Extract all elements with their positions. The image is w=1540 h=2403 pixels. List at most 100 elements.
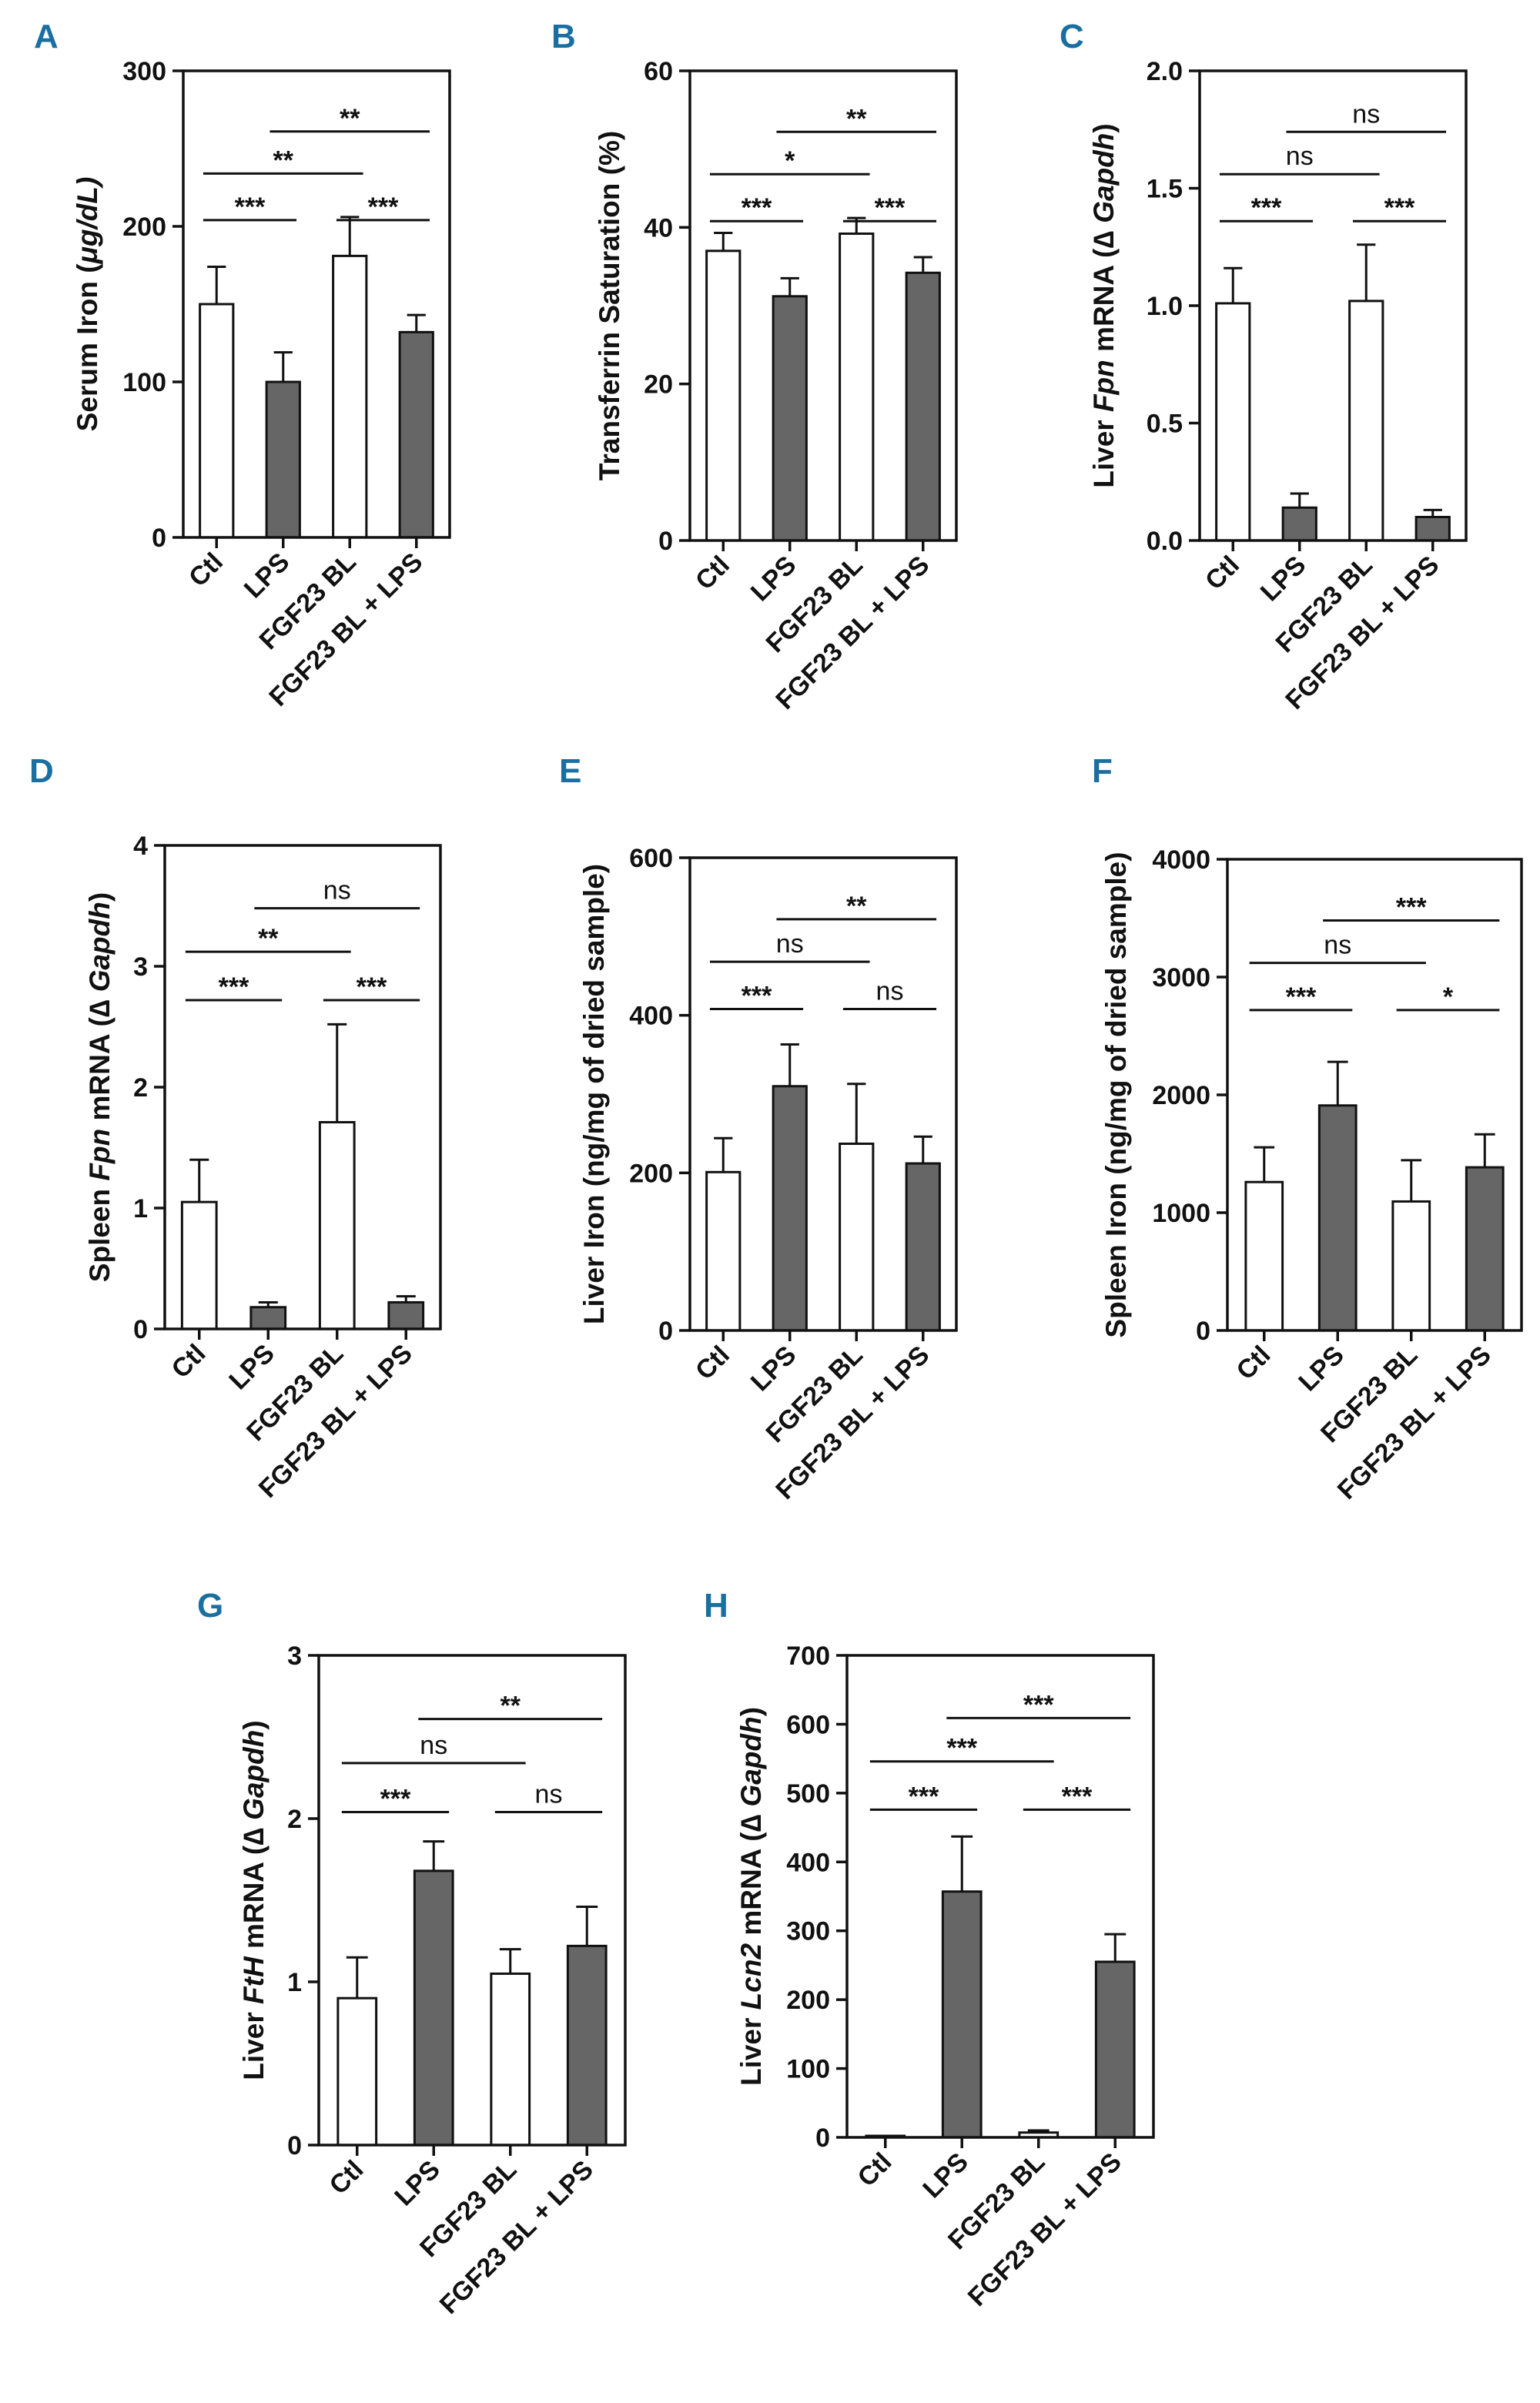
bar-fgf23-bl xyxy=(839,1142,875,1332)
y-axis-label-part: Liver Iron (ng/mg of dried sample) xyxy=(578,864,610,1324)
significance-label: ** xyxy=(846,892,867,921)
y-tick-label: 1.5 xyxy=(1147,175,1183,204)
y-axis-label: Transferrin Saturation (%) xyxy=(594,131,625,480)
bar-fgf23-bl-lps xyxy=(398,330,434,539)
y-tick-label: 0 xyxy=(133,1315,148,1344)
bar-fgf23-bl-lps xyxy=(1414,516,1451,542)
panel-letter: F xyxy=(1092,752,1113,790)
y-axis-label-part: Liver xyxy=(735,2010,767,2086)
y-tick-label: 3 xyxy=(287,1642,302,1671)
y-axis-label: Spleen Fpn mRNA (∆ Gapdh) xyxy=(84,892,116,1282)
y-axis-label-part: Gapdh xyxy=(84,902,116,992)
y-tick-label: 0 xyxy=(658,1317,673,1346)
bar-ctl xyxy=(705,249,742,542)
y-tick-label: 1 xyxy=(287,1968,302,1997)
significance-label: *** xyxy=(875,193,906,223)
y-tick-label: 0 xyxy=(1196,1317,1210,1346)
bar-fgf23-bl-lps xyxy=(1094,1960,1136,2139)
bar-fgf23-bl-lps xyxy=(905,271,941,542)
bar-lps xyxy=(413,1869,454,2147)
significance-label: * xyxy=(1443,982,1454,1012)
bar-fgf23-bl xyxy=(332,254,368,539)
y-tick-label: 20 xyxy=(644,370,673,400)
bar-fgf23-bl xyxy=(1348,300,1384,542)
panel-letter: G xyxy=(197,1587,223,1625)
significance-label: ns xyxy=(420,1731,447,1760)
y-axis-label-part: Lcn2 xyxy=(735,1943,767,2010)
y-tick-label: 40 xyxy=(644,213,673,243)
significance-label: *** xyxy=(1251,193,1282,223)
panel-letter: B xyxy=(551,18,576,55)
y-axis-label: Spleen Iron (ng/mg of dried sample) xyxy=(1100,852,1132,1337)
y-axis-label-part: μg/dL) xyxy=(72,177,103,265)
bar-ctl xyxy=(1244,1180,1284,1332)
y-tick-label: 700 xyxy=(786,1642,830,1671)
bar-lps xyxy=(1317,1104,1358,1332)
plot-frame xyxy=(688,856,958,1332)
y-axis-label: Liver Fpn mRNA (∆ Gapdh) xyxy=(1088,123,1120,488)
y-tick-label: 0.5 xyxy=(1147,410,1183,439)
significance-label: ns xyxy=(535,1780,563,1809)
y-axis-label-part: mRNA (∆ xyxy=(735,1806,767,1943)
bar-fgf23-bl-lps xyxy=(387,1300,425,1330)
y-tick-label: 1.0 xyxy=(1147,292,1183,321)
y-axis-label-part: Gapdh xyxy=(735,1716,767,1806)
significance-label: *** xyxy=(1286,982,1317,1012)
x-tick-label: LPS xyxy=(917,2147,974,2204)
y-axis-label-part: ) xyxy=(1088,123,1120,132)
significance-label: *** xyxy=(368,192,399,222)
significance-label: *** xyxy=(1384,193,1415,223)
y-axis-label: Serum Iron (μg/dL) xyxy=(72,177,103,432)
y-tick-label: 0 xyxy=(152,524,166,553)
y-axis-label-part: FtH xyxy=(238,1956,270,2004)
significance-label: *** xyxy=(1023,1690,1054,1719)
x-tick-label: LPS xyxy=(745,1340,802,1397)
bar-lps xyxy=(772,1085,808,1332)
y-tick-label: 600 xyxy=(786,1710,830,1739)
y-axis-label-part: Spleen xyxy=(84,1181,116,1283)
panel-letter: E xyxy=(559,752,581,790)
y-tick-label: 0 xyxy=(287,2131,302,2160)
x-tick-label: Ctl xyxy=(690,1340,735,1386)
y-axis-label-part: Fpn xyxy=(1088,360,1120,412)
bar-fgf23-bl xyxy=(1391,1200,1431,1332)
y-axis-label-part: Liver xyxy=(1088,412,1120,488)
significance-label: *** xyxy=(219,972,249,1002)
y-axis-label: Liver FtH mRNA (∆ Gapdh) xyxy=(238,1720,270,2080)
significance-label: *** xyxy=(742,193,772,223)
y-tick-label: 100 xyxy=(786,2055,830,2084)
x-tick-label: Ctl xyxy=(1200,551,1245,596)
bar-ctl xyxy=(199,303,235,539)
plot-frame xyxy=(845,1654,1155,2139)
x-tick-label: LPS xyxy=(239,547,296,604)
y-axis-label-part: Spleen Iron (ng/mg of dried sample) xyxy=(1100,852,1132,1337)
y-tick-label: 3000 xyxy=(1152,963,1210,992)
x-tick-label: Ctl xyxy=(852,2147,897,2193)
y-axis-label-part: mRNA (∆ xyxy=(84,992,116,1128)
y-tick-label: 4000 xyxy=(1152,845,1210,875)
x-tick-label: LPS xyxy=(745,551,802,607)
significance-label: ** xyxy=(258,924,279,953)
y-axis-label: Liver Lcn2 mRNA (∆ Gapdh) xyxy=(735,1707,767,2086)
bar-fgf23-bl xyxy=(839,232,875,542)
bar-fgf23-bl xyxy=(490,1972,531,2147)
significance-label: *** xyxy=(357,972,387,1002)
significance-label: *** xyxy=(235,192,266,222)
significance-label: *** xyxy=(946,1734,977,1763)
significance-label: *** xyxy=(742,981,772,1010)
y-axis-label-part: ) xyxy=(84,892,116,902)
y-tick-label: 300 xyxy=(122,57,166,86)
y-tick-label: 200 xyxy=(122,213,166,242)
significance-label: *** xyxy=(1062,1782,1093,1811)
y-tick-label: 600 xyxy=(629,844,673,873)
x-tick-label: Ctl xyxy=(1230,1340,1276,1386)
bar-fgf23-bl-lps xyxy=(566,1944,608,2147)
significance-label: ** xyxy=(340,104,360,133)
